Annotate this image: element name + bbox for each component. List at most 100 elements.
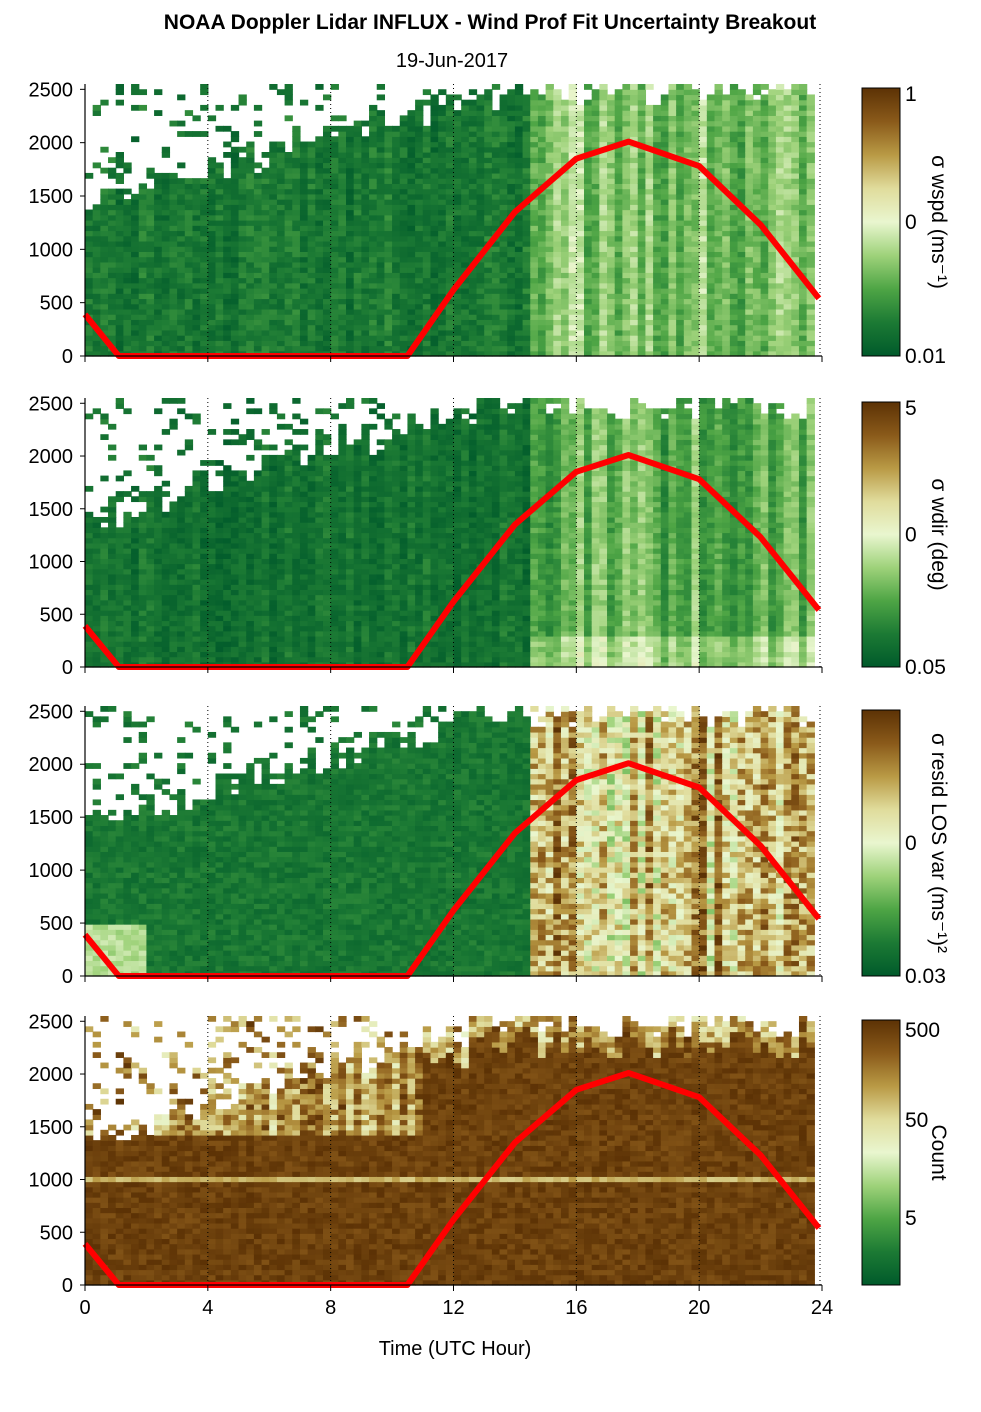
- heatmap-cell: [783, 230, 792, 237]
- heatmap-cell: [745, 298, 754, 305]
- heatmap-cell: [399, 293, 409, 300]
- heatmap-cell: [415, 298, 424, 305]
- heatmap-cell: [683, 282, 693, 289]
- heatmap-cell: [783, 267, 792, 273]
- heatmap-cell: [737, 235, 746, 242]
- heatmap-cell: [284, 188, 293, 195]
- heatmap-cell: [146, 646, 155, 653]
- heatmap-cell: [123, 246, 132, 252]
- heatmap-cell: [791, 335, 800, 341]
- heatmap-cell: [108, 604, 117, 611]
- heatmap-cell: [115, 340, 124, 347]
- heatmap-cell: [92, 293, 101, 300]
- heatmap-cell: [230, 329, 240, 336]
- heatmap-cell: [668, 125, 677, 132]
- heatmap-cell: [706, 240, 716, 247]
- heatmap-cell: [622, 214, 631, 221]
- heatmap-cell: [668, 110, 677, 116]
- heatmap-cell: [514, 293, 524, 300]
- heatmap-cell: [154, 293, 163, 300]
- heatmap-cell: [760, 261, 769, 268]
- heatmap-cell: [445, 314, 455, 320]
- heatmap-cell: [468, 319, 478, 326]
- heatmap-cell: [568, 267, 577, 273]
- heatmap-cell: [438, 267, 447, 273]
- heatmap-cell: [453, 115, 462, 122]
- heatmap-cell: [760, 220, 769, 226]
- heatmap-cell: [207, 579, 217, 585]
- heatmap-cell: [169, 209, 178, 216]
- heatmap-cell: [591, 125, 600, 132]
- heatmap-cell: [775, 141, 785, 148]
- heatmap-cell: [760, 329, 769, 336]
- heatmap-cell: [392, 235, 401, 242]
- heatmap-cell: [392, 152, 401, 158]
- heatmap-cell: [131, 335, 140, 341]
- heatmap-cell: [361, 220, 370, 226]
- heatmap-cell: [745, 240, 754, 247]
- heatmap-cell: [253, 324, 263, 331]
- heatmap-cell: [322, 225, 332, 232]
- heatmap-cell: [307, 235, 316, 242]
- heatmap-cell: [745, 324, 754, 331]
- heatmap-cell: [284, 340, 293, 347]
- heatmap-cell: [699, 157, 708, 164]
- heatmap-cell: [430, 141, 439, 148]
- heatmap-cell: [722, 267, 731, 273]
- heatmap-cell: [177, 131, 186, 137]
- heatmap-cell: [706, 152, 716, 158]
- heatmap-cell: [261, 204, 270, 211]
- heatmap-cell: [146, 324, 155, 331]
- heatmap-cell: [760, 172, 769, 179]
- heatmap-cell: [192, 548, 201, 554]
- heatmap-cell: [599, 94, 608, 101]
- heatmap-cell: [184, 340, 194, 347]
- heatmap-cell: [768, 167, 777, 174]
- heatmap-cell: [530, 272, 539, 279]
- heatmap-cell: [530, 329, 539, 336]
- heatmap-cell: [676, 99, 685, 106]
- heatmap-cell: [415, 314, 424, 320]
- heatmap-cell: [430, 225, 439, 232]
- heatmap-cell: [284, 240, 293, 247]
- heatmap-cell: [537, 99, 547, 106]
- heatmap-cell: [591, 340, 600, 347]
- heatmap-cell: [184, 439, 194, 446]
- heatmap-cell: [138, 340, 148, 347]
- heatmap-cell: [714, 110, 723, 116]
- heatmap-cell: [92, 288, 101, 294]
- heatmap-cell: [346, 183, 355, 190]
- heatmap-cell: [599, 256, 608, 263]
- heatmap-cell: [338, 267, 347, 273]
- heatmap-cell: [422, 178, 432, 184]
- heatmap-cell: [215, 329, 224, 336]
- heatmap-cell: [775, 204, 785, 211]
- heatmap-cell: [346, 340, 355, 347]
- heatmap-cell: [315, 146, 324, 153]
- heatmap-cell: [691, 172, 700, 179]
- heatmap-cell: [507, 115, 516, 122]
- heatmap-cell: [737, 251, 746, 258]
- heatmap-cell: [269, 235, 278, 242]
- heatmap-cell: [514, 225, 524, 232]
- heatmap-cell: [568, 136, 577, 143]
- heatmap-cell: [92, 204, 101, 211]
- heatmap-cell: [223, 345, 232, 352]
- heatmap-cell: [507, 293, 516, 300]
- heatmap-cell: [553, 193, 562, 200]
- heatmap-cell: [599, 345, 608, 352]
- heatmap-cell: [453, 110, 462, 116]
- heatmap-cell: [192, 329, 201, 336]
- heatmap-cell: [246, 340, 255, 347]
- heatmap-cell: [453, 162, 462, 169]
- heatmap-cell: [691, 225, 700, 232]
- heatmap-cell: [177, 542, 186, 549]
- heatmap-cell: [192, 251, 201, 258]
- heatmap-cell: [691, 183, 700, 190]
- heatmap-cell: [399, 125, 409, 132]
- heatmap-cell: [92, 548, 101, 554]
- heatmap-cell: [399, 308, 409, 315]
- heatmap-cell: [230, 282, 240, 289]
- heatmap-cell: [637, 230, 647, 237]
- heatmap-cell: [353, 240, 362, 247]
